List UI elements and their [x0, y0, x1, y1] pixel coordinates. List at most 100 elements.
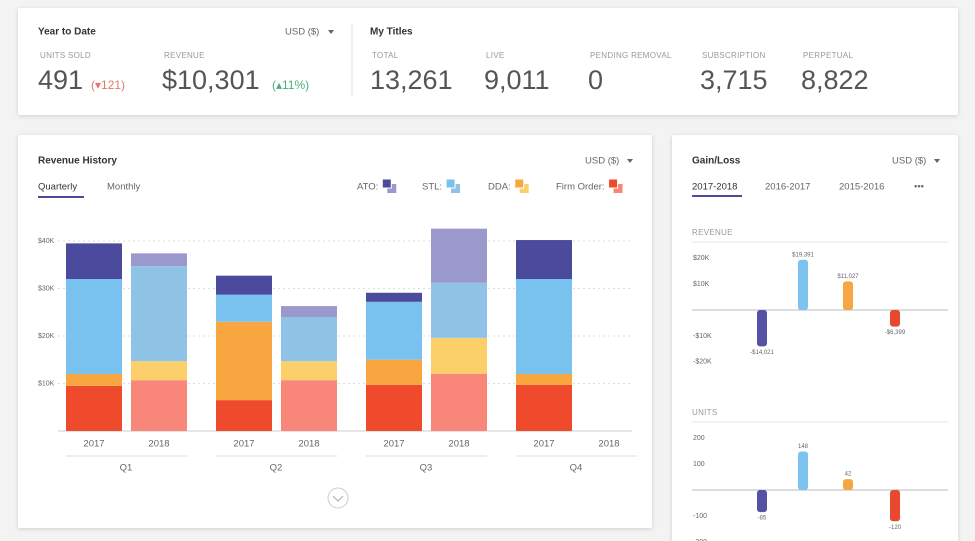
bar-segment [431, 282, 487, 338]
bar-segment [216, 321, 272, 401]
chart-title: UNITS [692, 408, 718, 417]
metric-label: SUBSCRIPTION [702, 51, 766, 60]
bar-segment [366, 292, 422, 302]
value-label: -120 [889, 525, 902, 531]
metric-value: 491 [38, 65, 83, 95]
bar-segment [216, 294, 272, 322]
metric-label: PERPETUAL [803, 51, 854, 60]
group-label: Q2 [270, 463, 283, 474]
metric-label: UNITS SOLD [40, 51, 91, 60]
bar-segment [516, 374, 572, 385]
y-tick-label: $10K [693, 281, 710, 288]
value-label: $11,027 [837, 274, 859, 280]
bar-segment [216, 275, 272, 295]
legend-label: DDA: [488, 182, 511, 193]
metric-value: 3,715 [700, 65, 768, 95]
metric-label: LIVE [486, 51, 505, 60]
y-tick-label: 200 [693, 435, 705, 442]
bar-segment [66, 385, 122, 431]
my-titles: TOTAL 13,261 LIVE 9,011 PENDING REMOVAL 0 SUBS… [370, 51, 869, 95]
tab[interactable]: Quarterly [38, 182, 77, 193]
card-title: Gain/Loss [692, 156, 741, 167]
value-label: 148 [798, 444, 809, 450]
bar-segment [66, 374, 122, 386]
x-tick-label: 2018 [298, 439, 319, 450]
bar-segment [281, 317, 337, 362]
caret [328, 30, 334, 34]
revenue-chart: ATO: STL: DDA: Firm Order: $10K $20K $30K $40K 2… [38, 178, 637, 474]
x-tick-label: 2018 [598, 439, 619, 450]
expand-button[interactable] [327, 487, 349, 509]
y-tick-label: $20K [693, 255, 710, 262]
bar [843, 479, 853, 490]
group-label: Q4 [570, 463, 583, 474]
legend-swatch [445, 178, 456, 189]
tab[interactable]: 2016-2017 [765, 182, 810, 193]
metric-value: 0 [588, 65, 603, 95]
bar-segment [131, 266, 187, 362]
bar [798, 259, 808, 310]
metric-label: REVENUE [164, 51, 205, 60]
section-title: My Titles [370, 27, 413, 38]
currency-select[interactable]: USD ($) [585, 156, 619, 167]
x-tick-label: 2017 [233, 439, 254, 450]
bar-segment [516, 384, 572, 431]
value-label: $19,391 [792, 252, 814, 258]
legend-swatch [608, 178, 619, 189]
metric-value: 8,822 [801, 65, 869, 95]
x-tick-label: 2018 [148, 439, 169, 450]
y-tick-label: $30K [38, 285, 55, 292]
bar-segment [66, 279, 122, 374]
bar-segment [431, 337, 487, 374]
value-label: -$6,399 [885, 330, 906, 336]
y-tick-label: $40K [38, 238, 55, 245]
metric-label: PENDING REMOVAL [590, 51, 672, 60]
bar [843, 281, 853, 310]
bar-segment [431, 374, 487, 431]
value-label: 42 [845, 472, 852, 478]
tab[interactable]: 2015-2016 [839, 182, 884, 193]
bar-segment [281, 361, 337, 381]
bar-segment [131, 361, 187, 381]
bar-segment [66, 243, 122, 279]
bar-segment [131, 380, 187, 431]
legend-label: ATO: [357, 182, 378, 193]
bar-segment [366, 384, 422, 431]
legend-label: Firm Order: [556, 182, 605, 193]
chevron [332, 495, 344, 502]
y-tick-label: -100 [693, 513, 707, 520]
value-label: -$14,021 [750, 350, 774, 356]
bar-segment [281, 380, 337, 431]
caret [627, 159, 633, 163]
metric-label: TOTAL [372, 51, 399, 60]
tab[interactable]: Monthly [107, 182, 141, 193]
tab[interactable]: 2017-2018 [692, 182, 737, 193]
group-label: Q1 [120, 463, 133, 474]
y-tick-label: -$20K [693, 359, 712, 366]
legend-swatch [381, 178, 392, 189]
y-tick-label: $10K [38, 380, 55, 387]
bar-segment [366, 359, 422, 385]
metric-change: (▴11%) [272, 78, 309, 92]
bar-segment [431, 228, 487, 283]
x-tick-label: 2018 [448, 439, 469, 450]
chart-title: REVENUE [692, 228, 733, 237]
summary-card [18, 8, 958, 115]
bar [757, 310, 767, 347]
y-tick-label: -$10K [693, 333, 712, 340]
value-label: -85 [758, 516, 767, 522]
group-label: Q3 [420, 463, 433, 474]
bar-segment [216, 400, 272, 431]
currency-select[interactable]: USD ($) [285, 27, 319, 38]
bar [890, 310, 900, 327]
gain-loss-card [672, 135, 958, 541]
legend-swatch [514, 178, 525, 189]
tab[interactable]: ••• [914, 182, 924, 193]
gain-loss-charts: REVENUE $20K $10K -$10K -$20K -$14,021 $19,391… [692, 228, 948, 541]
currency-select[interactable]: USD ($) [892, 156, 926, 167]
bar-segment [516, 240, 572, 279]
metric-value: 9,011 [484, 65, 550, 95]
legend-label: STL: [422, 182, 442, 193]
card-title: Revenue History [38, 156, 117, 167]
